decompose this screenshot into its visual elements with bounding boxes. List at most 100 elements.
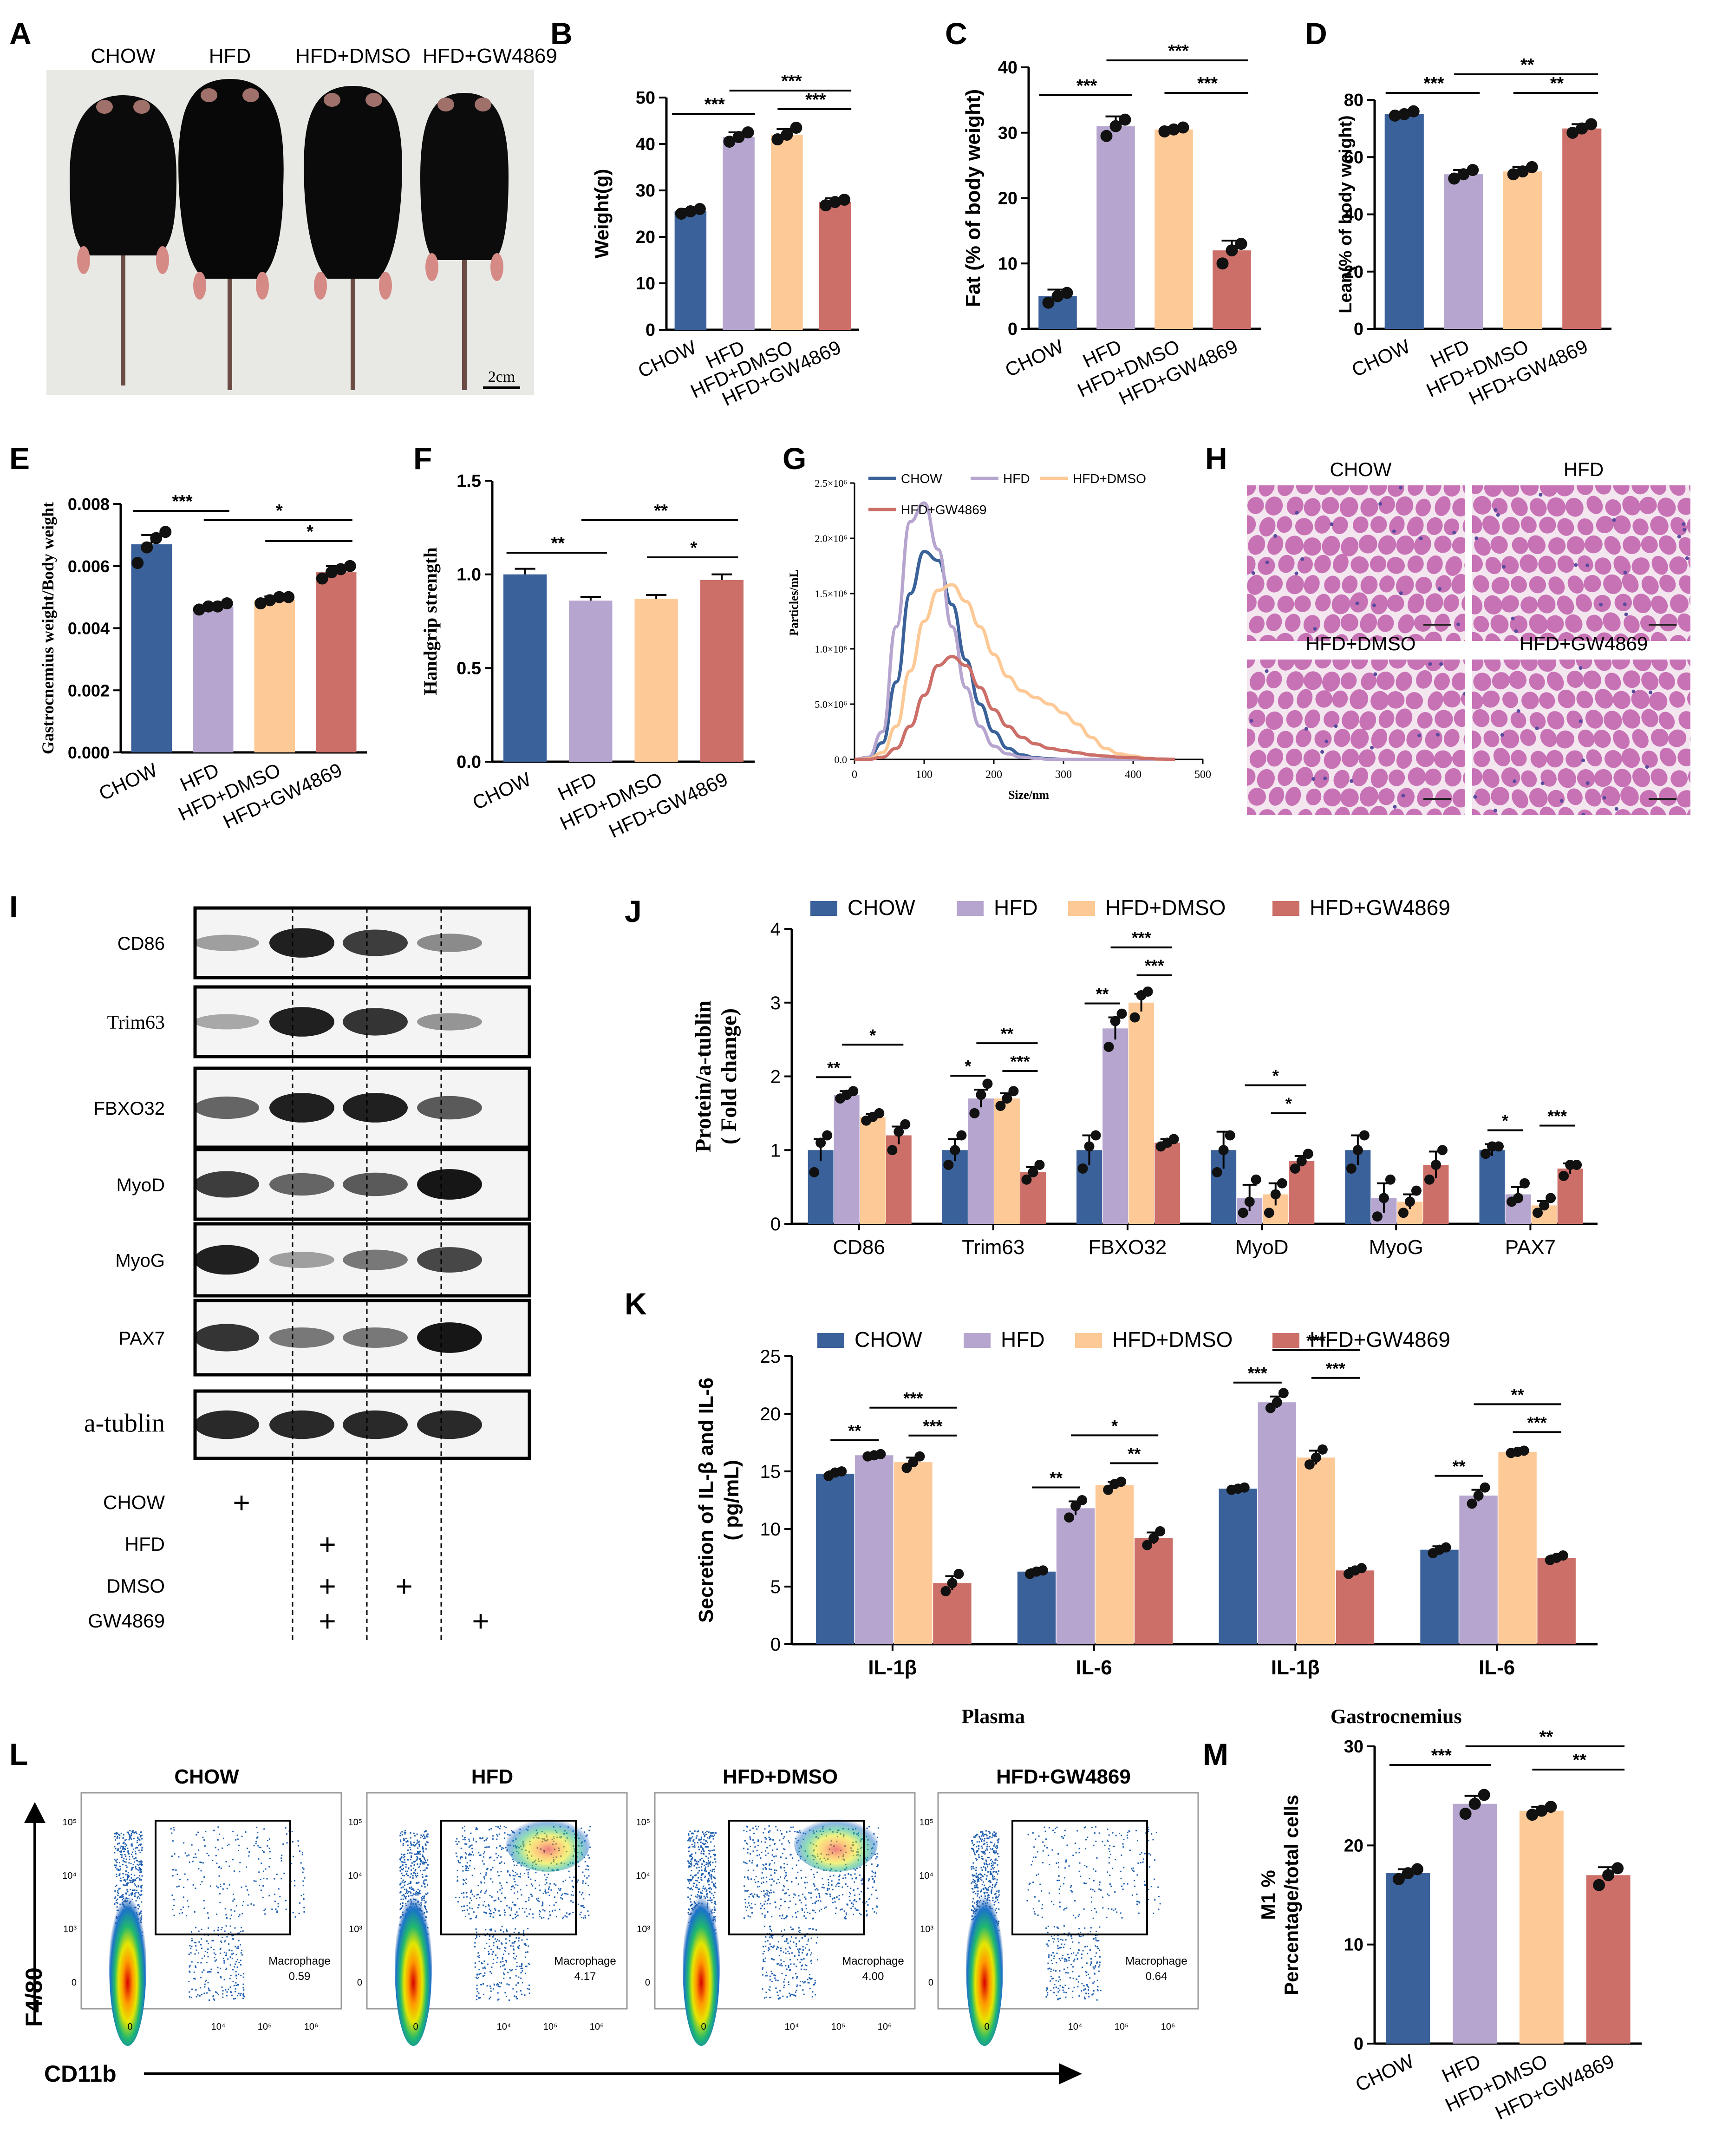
- data-point: [1467, 1498, 1477, 1509]
- x-tick-label: 400: [1125, 769, 1142, 781]
- panel-letters: A B C D E F G H I J K L M: [9, 16, 1327, 1771]
- panel-letter-k: K: [625, 1287, 647, 1321]
- y-tick-label: 30: [998, 124, 1018, 143]
- band: [343, 1172, 408, 1196]
- y-axis-label: Protein/a-tublin: [691, 1000, 716, 1152]
- flow-title: HFD: [471, 1765, 513, 1788]
- x-tick-label: 10⁵: [543, 2022, 558, 2032]
- x-tick-label: 10⁴: [211, 2022, 226, 2032]
- data-point: [1385, 1174, 1396, 1185]
- y-tick-label: 10³: [349, 1924, 362, 1934]
- treatment-label: CHOW: [103, 1491, 165, 1513]
- data-point: [1576, 122, 1588, 135]
- y-tick-label: 0.004: [68, 619, 110, 638]
- data-point: [1142, 1540, 1153, 1550]
- data-point: [953, 1568, 964, 1579]
- significance-label: ***: [1132, 928, 1151, 947]
- band: [343, 1249, 408, 1270]
- blot-row-a-tublin: a-tublin: [84, 1389, 531, 1460]
- treatment-mark: +: [233, 1486, 250, 1519]
- y-tick-label: 30: [1344, 1737, 1363, 1757]
- significance-label: **: [1096, 985, 1109, 1004]
- data-point: [1303, 1149, 1313, 1159]
- significance-label: ***: [1168, 41, 1189, 61]
- data-point: [1516, 165, 1529, 178]
- y-tick-label: 5: [770, 1577, 781, 1597]
- bar-hfd-dmso: [1128, 1002, 1155, 1224]
- treatment-label: HFD: [125, 1533, 165, 1555]
- data-point: [1290, 1163, 1300, 1174]
- significance-label: ***: [1431, 1746, 1452, 1765]
- band: [343, 1327, 408, 1348]
- y-axis-label: Particles/mL: [787, 569, 801, 636]
- data-point: [1119, 113, 1131, 126]
- treatment-label: DMSO: [106, 1575, 165, 1597]
- mouse-hfd-gw4869: [420, 93, 509, 390]
- band-label: MyoD: [117, 1175, 165, 1196]
- y-tick-label: 0: [1008, 320, 1018, 339]
- panel-a-photo: CHOW HFD HFD+DMSO HFD+GW4869: [46, 45, 557, 395]
- data-point: [848, 1086, 859, 1097]
- flow-plot-hfd-dmso: HFD+DMSO Macrophage 4.00 10⁵ 10⁴ 10³ 0 0 10⁴ 10⁵ 1…: [636, 1765, 916, 2046]
- significance-label: ***: [1248, 1364, 1267, 1383]
- y-axis-label: Fat (% of body weight): [962, 89, 985, 307]
- bar-chow: [1384, 114, 1424, 329]
- y-tick-label: 0.006: [68, 557, 110, 576]
- legend-label: HFD: [1001, 1327, 1045, 1352]
- treatment-mark: +: [319, 1569, 336, 1603]
- y-axis-label: Lean(% of body weight): [1336, 115, 1356, 313]
- data-point: [1177, 121, 1189, 134]
- bar-hfd-gw4869: [1336, 1570, 1375, 1644]
- data-point: [1168, 123, 1180, 136]
- data-point: [1478, 1789, 1490, 1801]
- data-point: [325, 566, 338, 579]
- bar-hfd: [193, 606, 234, 752]
- bar-hfd: [855, 1455, 894, 1644]
- data-point: [1028, 1167, 1038, 1177]
- significance-label: ***: [1145, 956, 1164, 975]
- data-point: [1441, 1542, 1451, 1553]
- macrophage-gate: [1011, 1820, 1148, 1935]
- band: [269, 1093, 334, 1123]
- bar-chow: [808, 1150, 834, 1224]
- data-point: [969, 1108, 980, 1118]
- data-point: [815, 1137, 826, 1148]
- significance-label: ***: [1306, 1331, 1326, 1350]
- series-line-hfd: [854, 501, 1175, 761]
- band-label: MyoG: [115, 1251, 165, 1271]
- x-tick-label: 0: [701, 2022, 706, 2032]
- data-point: [1507, 168, 1520, 181]
- band: [194, 1245, 259, 1275]
- x-tick-label: IL-6: [1479, 1656, 1515, 1679]
- bar-hfd-gw4869: [1155, 1143, 1181, 1224]
- bar-hfd-dmso: [994, 1098, 1020, 1224]
- data-point: [1277, 1178, 1287, 1189]
- data-point: [1481, 1149, 1491, 1159]
- y-tick-label: 50: [636, 88, 655, 108]
- data-point: [675, 208, 687, 220]
- bar-chow: [1420, 1549, 1459, 1644]
- band: [417, 1247, 482, 1273]
- gate-name: Macrophage: [268, 1955, 330, 1967]
- data-point: [1611, 1862, 1624, 1875]
- scale-bar-label: 2cm: [488, 368, 515, 385]
- blot-row-myod: MyoD: [117, 1148, 531, 1221]
- flow-title: HFD+GW4869: [996, 1765, 1131, 1788]
- data-point: [1519, 1445, 1529, 1456]
- legend-label: HFD+DMSO: [1112, 1327, 1233, 1352]
- data-point: [1430, 1160, 1441, 1170]
- y-tick-label: 0: [1354, 320, 1363, 339]
- data-point: [273, 591, 286, 603]
- bar-hfd-gw4869: [700, 580, 744, 762]
- data-point: [781, 129, 793, 141]
- panel-letter-h: H: [1205, 441, 1227, 476]
- y-tick-label: 10: [1344, 1935, 1363, 1955]
- data-point: [1002, 1093, 1012, 1104]
- x-tick-label: MyoD: [1235, 1236, 1289, 1259]
- data-point: [723, 136, 736, 148]
- section-label: Gastrocnemius: [1331, 1705, 1462, 1728]
